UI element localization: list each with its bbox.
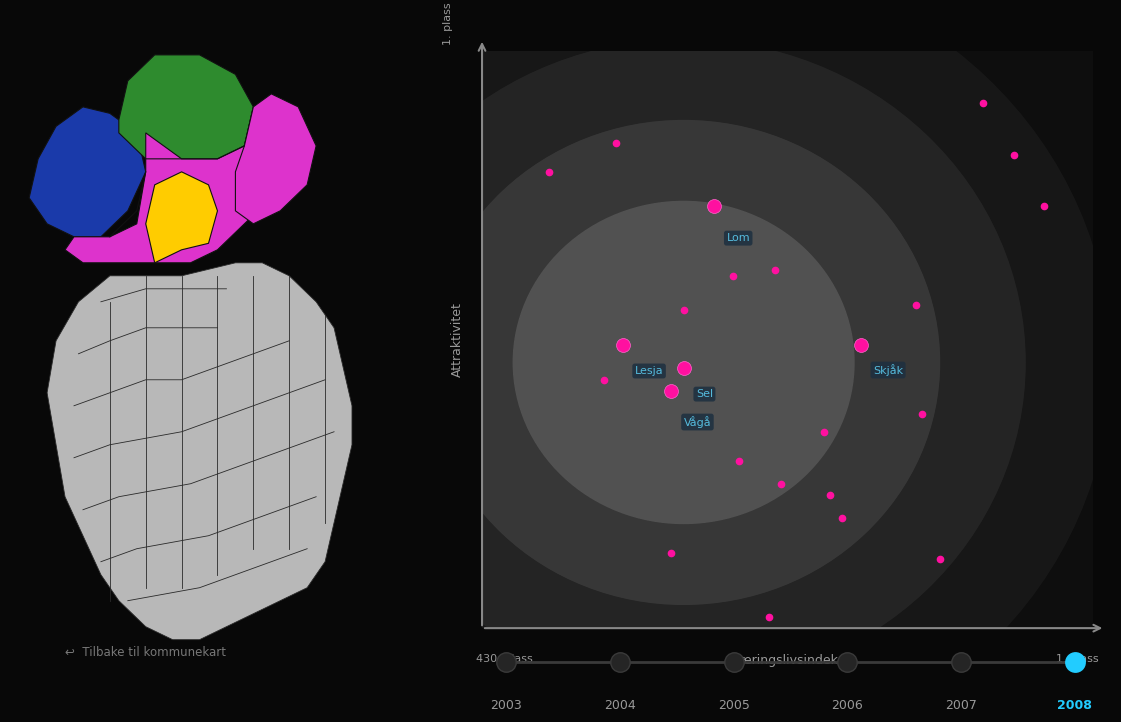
Text: 1. plass: 1. plass xyxy=(444,2,453,45)
Text: ↩  Tilbake til kommunekart: ↩ Tilbake til kommunekart xyxy=(65,646,226,659)
Polygon shape xyxy=(119,55,253,172)
Text: Næringslivsindeks: Næringslivsindeks xyxy=(730,654,845,667)
Text: 2008: 2008 xyxy=(1057,700,1092,713)
Polygon shape xyxy=(65,107,289,263)
Text: 2007: 2007 xyxy=(945,700,976,713)
Text: Lom: Lom xyxy=(726,233,750,243)
Text: Skjåk: Skjåk xyxy=(873,364,904,376)
Text: 1. plass: 1. plass xyxy=(1056,654,1099,664)
Text: Vågå: Vågå xyxy=(684,416,711,428)
Text: 2003: 2003 xyxy=(491,700,522,713)
Text: 2005: 2005 xyxy=(717,700,750,713)
Text: Sel: Sel xyxy=(696,389,713,399)
Polygon shape xyxy=(146,172,217,263)
Text: Lesja: Lesja xyxy=(634,366,664,376)
Ellipse shape xyxy=(342,39,1026,686)
Text: Attraktivitet: Attraktivitet xyxy=(451,302,464,377)
Text: 2006: 2006 xyxy=(832,700,863,713)
Polygon shape xyxy=(47,263,352,640)
Text: 430. plass: 430. plass xyxy=(476,654,532,664)
Ellipse shape xyxy=(512,201,854,524)
Polygon shape xyxy=(29,107,146,237)
Polygon shape xyxy=(235,94,316,224)
Text: 2004: 2004 xyxy=(604,700,636,713)
Ellipse shape xyxy=(427,120,941,605)
